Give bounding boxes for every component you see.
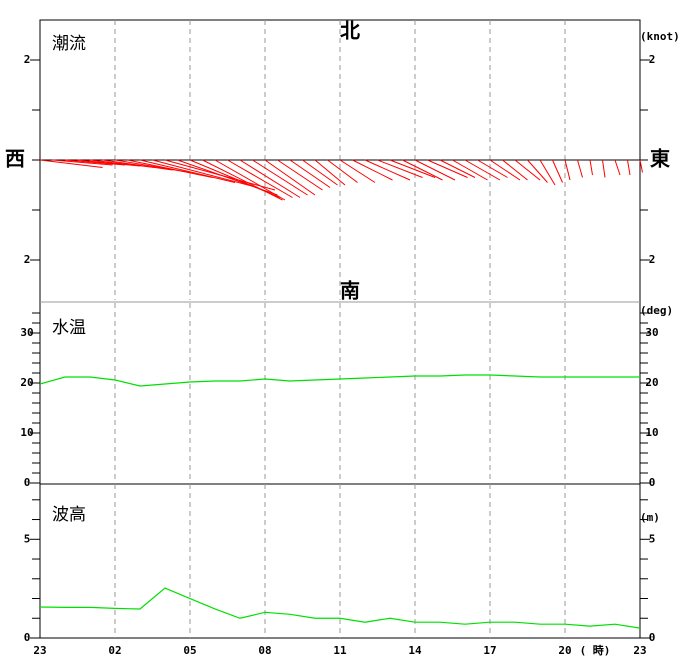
data-line [39,587,641,629]
current-vector [377,159,423,178]
y-tick-label: 0 [24,631,31,644]
current-vector [314,159,346,186]
current-vector [564,159,571,181]
y-tick-label: 2 [649,53,656,66]
y-tick-label: 10 [645,426,658,439]
current-vector [139,159,236,183]
current-vector [352,159,393,181]
current-vector [414,159,456,181]
current-vector [214,159,286,201]
current-vector [127,159,213,178]
current-vector [614,159,621,176]
current-vector [489,159,521,181]
current-vector [202,159,283,201]
x-tick-label: 17 [483,644,496,657]
current-vector [502,159,528,181]
current-vector [289,159,331,188]
current-vector [639,159,643,173]
x-tick-label: 20 [558,644,571,657]
current-vector [227,159,293,198]
current-vector [302,159,338,186]
current-vector [477,159,508,178]
panel-title: 潮流 [52,34,86,54]
y-tick-label: 30 [20,326,33,339]
current-vector [427,159,468,178]
panel-title: 水温 [52,318,86,338]
current-vector [602,159,606,178]
current-vector [452,159,488,181]
west-label: 西 [5,147,25,171]
current-vector [64,159,126,166]
current-vector [589,159,593,176]
current-vector [339,159,376,183]
current-vector [239,159,301,198]
x-tick-label: 02 [108,644,121,657]
y-tick-label: 2 [649,253,656,266]
current-vector [264,159,316,196]
x-tick-label: 11 [333,644,347,657]
current-vector [364,159,411,181]
x-tick-label: 14 [408,644,422,657]
x-tick-label: 23 [33,644,46,657]
y-tick-label: 0 [649,631,656,644]
current-vector [389,159,436,178]
current-vector [539,159,556,186]
south-label: 南 [340,279,360,303]
x-tick-label: 23 [633,644,646,657]
y-tick-label: 20 [645,376,658,389]
current-vector [552,159,563,183]
unit-label: (m) [640,511,660,524]
current-vector [439,159,476,178]
current-vector [402,159,443,181]
current-vector [577,159,583,178]
current-vector [464,159,501,181]
y-tick-label: 20 [20,376,33,389]
x-tick-label: 08 [258,644,271,657]
panel-title: 波高 [52,505,86,525]
current-vector [277,159,323,191]
current-vector [527,159,548,183]
current-vector [627,159,631,176]
y-tick-label: 0 [649,476,656,489]
x-unit-label: ( 時) [580,643,611,657]
y-tick-label: 0 [24,476,31,489]
y-tick-label: 30 [645,326,658,339]
east-label: 東 [650,147,670,171]
unit-label: (deg) [640,304,673,317]
current-vector [514,159,541,181]
y-tick-label: 10 [20,426,33,439]
current-vector [39,159,103,168]
current-vector [252,159,308,196]
data-line [39,374,640,387]
x-tick-label: 05 [183,644,196,657]
unit-label: (knot) [640,30,680,43]
y-tick-label: 2 [24,53,31,66]
north-label: 北 [340,19,360,43]
current-vector [327,159,358,183]
y-tick-label: 5 [24,532,31,545]
y-tick-label: 2 [24,253,31,266]
y-tick-label: 5 [649,532,656,545]
current-vector [102,159,173,171]
current-vector [152,159,258,188]
current-vector [52,159,113,166]
